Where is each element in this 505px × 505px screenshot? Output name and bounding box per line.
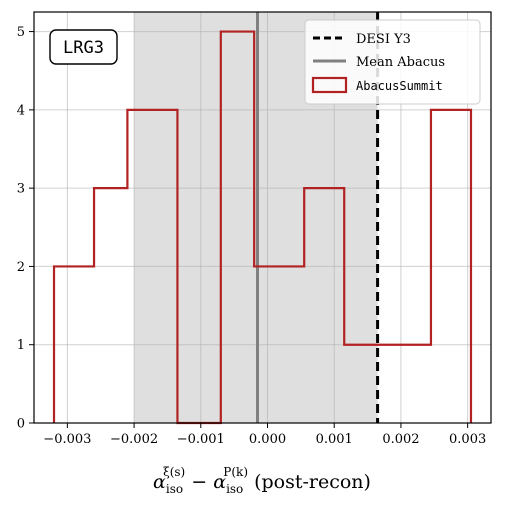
x-title-alpha-2: α (213, 471, 226, 493)
legend-label-abacus: AbacusSummit (356, 79, 443, 93)
x-tick-label: 0.003 (449, 432, 486, 447)
x-title-alpha-1: α (153, 471, 166, 493)
y-tick-label: 0 (17, 417, 25, 432)
x-tick-label: 0.002 (382, 432, 419, 447)
y-tick-label: 3 (17, 182, 25, 197)
x-tick-label: −0.002 (110, 432, 158, 447)
legend-label-desi: DESI Y3 (356, 32, 411, 47)
x-title-suffix: (post-recon) (254, 471, 371, 493)
y-tick-label: 2 (17, 260, 25, 275)
y-tick-label: 5 (17, 25, 25, 40)
x-tick-label: 0.001 (316, 432, 353, 447)
legend-label-mean: Mean Abacus (356, 55, 445, 70)
x-tick-label: −0.001 (177, 432, 225, 447)
badge: LRG3 (49, 29, 118, 65)
abacussummit-histogram-outline (52, 30, 473, 425)
plot-frame (33, 11, 492, 424)
x-title-minus: − (191, 471, 207, 493)
x-title-sup-1: ξ(s) (163, 465, 185, 479)
x-title-sub-2: iso (226, 482, 243, 496)
badge-label: LRG3 (63, 38, 104, 58)
y-ticks: 0 1 2 3 4 5 (17, 25, 34, 432)
x-ticks: −0.003 −0.002 −0.001 0.000 0.001 0.002 0.003 (43, 423, 486, 447)
badge-box (49, 29, 118, 65)
y-tick-label: 1 (17, 338, 25, 353)
x-axis-title: αisoξ(s) − αisoP(k) (post-recon) (153, 465, 371, 496)
legend-box (304, 19, 481, 105)
x-title-sup-2: P(k) (223, 465, 248, 479)
y-tick-label: 4 (17, 103, 25, 118)
x-tick-label: 0.000 (249, 432, 286, 447)
legend-swatch-abacus (311, 76, 348, 94)
legend: DESI Y3 Mean Abacus AbacusSummit (304, 19, 481, 105)
x-tick-label: −0.003 (43, 432, 91, 447)
x-title-sub-1: iso (166, 482, 183, 496)
histogram-layer (52, 30, 473, 425)
reference-lines-layer (255, 12, 380, 423)
